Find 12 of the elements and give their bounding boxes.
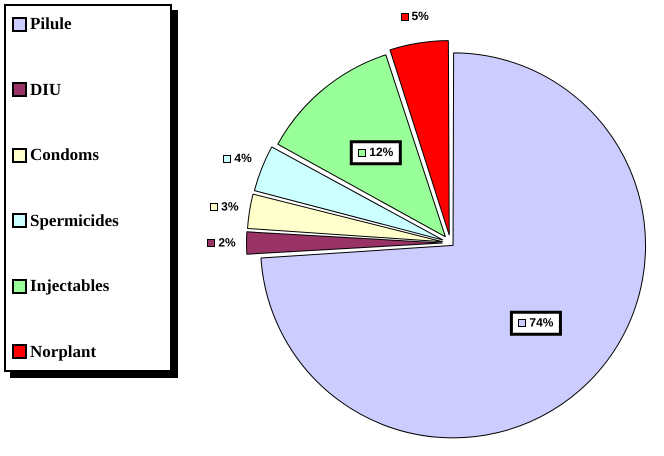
data-label: 2% [218, 235, 236, 250]
legend-label: Condoms [30, 145, 99, 166]
legend-label: DIU [30, 80, 62, 100]
data-label: 12% [369, 145, 394, 160]
legend-label: Spermicides [30, 210, 119, 231]
data-label: 4% [234, 151, 252, 166]
data-label: 5% [412, 9, 430, 24]
legend-label: Injectables [30, 276, 110, 296]
data-label: 74% [529, 316, 554, 330]
data-label: 3% [221, 199, 239, 214]
legend-label: Pilule [30, 14, 72, 34]
legend-label: Norplant [30, 342, 96, 362]
